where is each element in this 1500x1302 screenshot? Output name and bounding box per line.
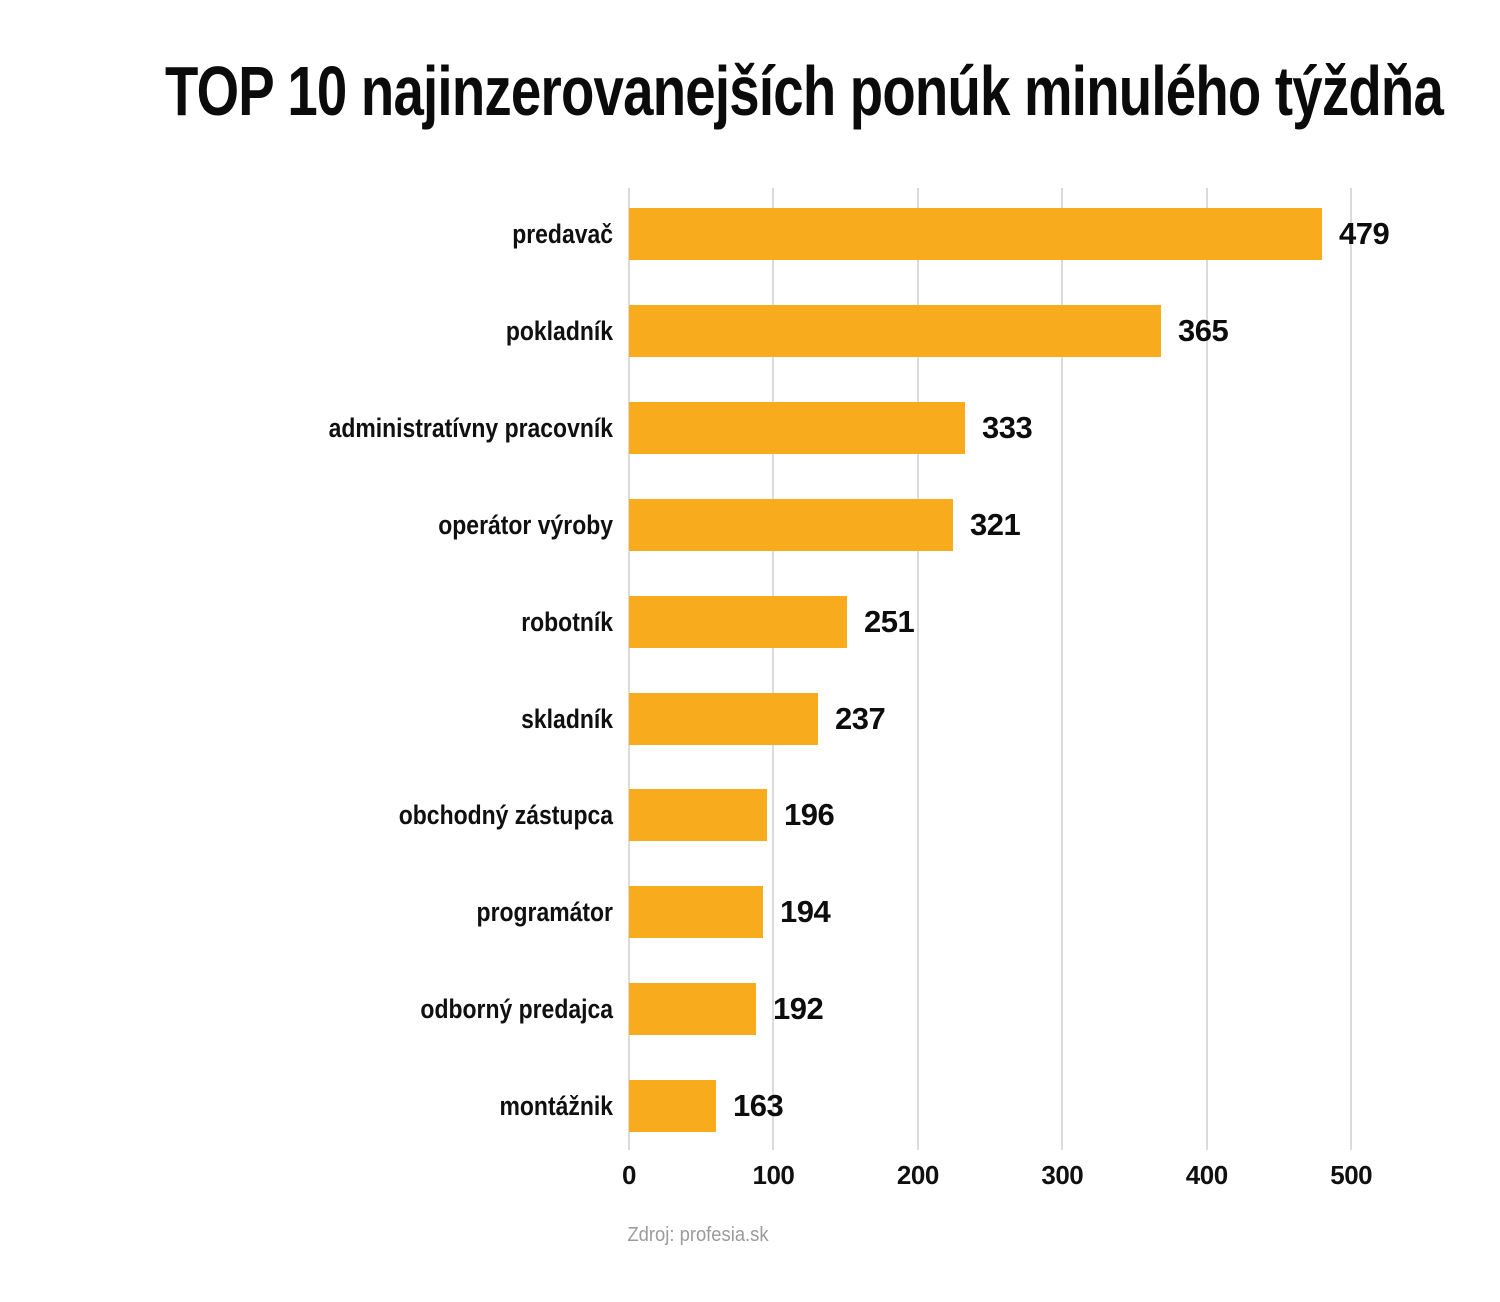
category-label: operátor výroby bbox=[438, 509, 613, 540]
category-label: skladník bbox=[521, 703, 613, 734]
x-axis-tick-label: 200 bbox=[896, 1160, 939, 1190]
x-axis-tick-label: 400 bbox=[1185, 1160, 1228, 1190]
value-label: 333 bbox=[982, 409, 1033, 445]
gridline bbox=[1350, 188, 1353, 1150]
category-label: obchodný zástupca bbox=[398, 800, 613, 831]
x-axis-tick-label: 100 bbox=[752, 1160, 795, 1190]
value-label: 479 bbox=[1339, 216, 1390, 251]
bar bbox=[629, 983, 756, 1036]
category-label: odborný predajca bbox=[420, 994, 613, 1025]
gridline bbox=[628, 188, 630, 1150]
category-label: programátor bbox=[476, 897, 613, 928]
value-label: 237 bbox=[835, 700, 886, 736]
category-label: robotník bbox=[521, 606, 613, 637]
category-label: predavač bbox=[512, 219, 613, 249]
gridline bbox=[1205, 188, 1208, 1150]
value-label: 163 bbox=[733, 1088, 784, 1124]
bar bbox=[629, 886, 763, 939]
page-title: TOP 10 najinzerovanejších ponúk minulého… bbox=[165, 52, 1444, 130]
category-label: administratívny pracovník bbox=[328, 412, 613, 443]
category-label: pokladník bbox=[505, 315, 613, 346]
bar bbox=[629, 1080, 716, 1133]
gridline bbox=[1061, 188, 1064, 1150]
value-label: 251 bbox=[864, 603, 915, 639]
bar bbox=[629, 401, 965, 454]
x-axis-tick-label: 0 bbox=[622, 1160, 636, 1190]
x-axis-tick-label: 300 bbox=[1041, 1160, 1084, 1190]
value-label: 321 bbox=[970, 506, 1021, 542]
value-label: 194 bbox=[780, 894, 831, 930]
source-note: Zdroj: profesia.sk bbox=[627, 1224, 769, 1246]
bar bbox=[629, 208, 1322, 260]
bar bbox=[629, 692, 818, 745]
value-label: 196 bbox=[784, 797, 835, 833]
category-label: montážnik bbox=[499, 1091, 613, 1122]
x-axis-tick-label: 500 bbox=[1330, 1160, 1373, 1190]
value-label: 365 bbox=[1178, 312, 1229, 348]
gridline bbox=[772, 188, 775, 1150]
bar bbox=[629, 498, 953, 551]
value-label: 192 bbox=[773, 991, 824, 1027]
gridline bbox=[916, 188, 919, 1150]
bar bbox=[629, 789, 767, 842]
bar bbox=[629, 304, 1161, 357]
bar bbox=[629, 595, 847, 648]
